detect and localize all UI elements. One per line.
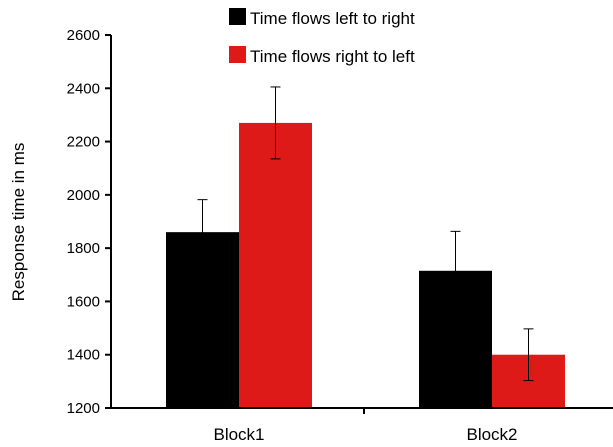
y-tick-label: 1400 [67, 347, 100, 364]
bars [166, 122, 565, 409]
x-axis-categories: Block1 Block2 [213, 408, 518, 444]
y-axis-title: Response time in ms [9, 143, 28, 302]
y-tick-label: 2200 [67, 134, 100, 151]
y-tick-label: 2600 [67, 27, 100, 44]
y-axis-ticks: 1200 1400 1600 1800 2000 2200 2400 2600 [67, 27, 111, 417]
y-tick-label: 2000 [67, 187, 100, 204]
chart-legend: Time flows left to right Time flows right… [229, 8, 415, 66]
y-tick-label: 2400 [67, 80, 100, 97]
legend-swatch [229, 8, 246, 25]
legend-label: Time flows left to right [250, 9, 415, 28]
x-category-label: Block2 [466, 425, 517, 444]
legend-swatch [229, 46, 246, 63]
x-category-label: Block1 [213, 425, 264, 444]
y-tick-label: 1200 [67, 400, 100, 417]
y-tick-label: 1600 [67, 293, 100, 310]
bar-block1-series-2 [239, 122, 312, 409]
y-tick-label: 1800 [67, 240, 100, 257]
error-bars [197, 86, 534, 382]
legend-label: Time flows right to left [250, 47, 415, 66]
